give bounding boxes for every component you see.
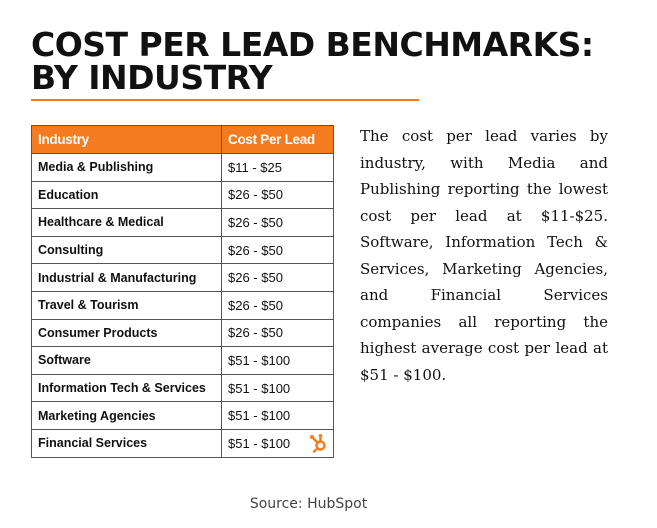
table-row: Consumer Products $26 - $50 [31, 318, 334, 348]
cost-cell: $11 - $25 [221, 153, 334, 182]
industry-cell: Software [31, 346, 222, 375]
cost-value: $51 - $100 [228, 435, 291, 451]
cost-cell: $26 - $50 [221, 208, 334, 237]
table-row: Media & Publishing $11 - $25 [31, 153, 334, 182]
table-header-row: Industry Cost Per Lead [31, 125, 334, 154]
industry-cell: Information Tech & Services [31, 373, 222, 403]
cost-per-lead-table: Industry Cost Per Lead Media & Publishin… [31, 125, 334, 458]
table-row: Travel & Tourism $26 - $50 [31, 290, 334, 320]
source-caption: Source: HubSpot [249, 496, 368, 512]
cost-cell: $26 - $50 [221, 290, 334, 320]
table-row: Healthcare & Medical $26 - $50 [31, 208, 334, 237]
table-row: Marketing Agencies $51 - $100 [31, 401, 334, 430]
industry-cell: Travel & Tourism [31, 290, 222, 320]
industry-cell: Marketing Agencies [31, 401, 222, 430]
description-paragraph: The cost per lead varies by industry, wi… [360, 127, 608, 384]
industry-cell: Education [31, 180, 222, 210]
table-row: Industrial & Manufacturing $26 - $50 [31, 263, 334, 292]
table-row: Information Tech & Services $51 - $100 [31, 373, 334, 403]
industry-cell: Media & Publishing [31, 153, 222, 182]
page-title: COST PER LEAD BENCHMARKS: BY INDUSTRY [31, 25, 594, 97]
industry-cell: Consumer Products [31, 318, 222, 348]
industry-cell: Industrial & Manufacturing [31, 263, 222, 292]
title-line-2: BY INDUSTRY [31, 58, 273, 97]
table-row: Education $26 - $50 [31, 180, 334, 210]
industry-cell: Consulting [31, 235, 222, 265]
title-line-1: COST PER LEAD BENCHMARKS: [31, 25, 594, 64]
cost-cell: $26 - $50 [221, 180, 334, 210]
cost-cell: $51 - $100 [221, 373, 334, 403]
cost-cell: $26 - $50 [221, 318, 334, 348]
industry-cell: Healthcare & Medical [31, 208, 222, 237]
industry-cell: Financial Services [31, 428, 222, 458]
cost-cell: $51 - $100 [221, 401, 334, 430]
cost-cell-with-logo: $51 - $100 [221, 428, 334, 458]
title-underline [31, 99, 419, 101]
header-industry: Industry [31, 125, 222, 154]
cost-cell: $26 - $50 [221, 235, 334, 265]
header-cost-per-lead: Cost Per Lead [221, 125, 334, 154]
table-row: Consulting $26 - $50 [31, 235, 334, 265]
table-row: Software $51 - $100 [31, 346, 334, 375]
cost-cell: $26 - $50 [221, 263, 334, 292]
table-row: Financial Services $51 - $100 [31, 428, 334, 458]
cost-cell: $51 - $100 [221, 346, 334, 375]
hubspot-sprocket-icon [310, 433, 326, 453]
